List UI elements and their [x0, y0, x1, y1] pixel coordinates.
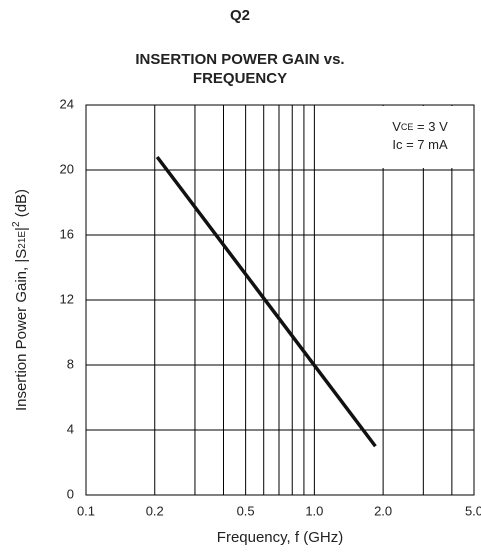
x-tick-label: 1.0 [305, 503, 323, 518]
annotation: Ic = 7 mA [392, 137, 448, 152]
chart-title: Q2 [230, 7, 250, 24]
plot-frame [85, 104, 475, 496]
x-tick-label: 2.0 [374, 503, 392, 518]
chart-title: FREQUENCY [193, 70, 287, 87]
y-label-part: Insertion Power Gain, |S [13, 249, 30, 411]
y-label-part: (dB) [13, 189, 30, 222]
x-axis-label: Frequency, f (GHz) [217, 529, 343, 546]
annotation-part: Ic = 7 mA [392, 137, 448, 152]
x-tick-label: 0.2 [146, 503, 164, 518]
chart-title: INSERTION POWER GAIN vs. [135, 51, 344, 68]
y-label-part: | [13, 227, 30, 231]
y-tick-label: 8 [67, 356, 74, 371]
x-tick-label: 5.0 [465, 503, 481, 518]
y-label-sub: 21E [17, 231, 28, 249]
x-tick-label: 0.1 [77, 503, 95, 518]
y-tick-label: 0 [67, 486, 74, 501]
y-tick-label: 12 [60, 291, 74, 306]
x-tick-label: 0.5 [237, 503, 255, 518]
annotation-box [382, 106, 473, 168]
y-tick-label: 4 [67, 421, 74, 436]
y-tick-label: 24 [60, 96, 74, 111]
y-label-sup: 2 [11, 221, 22, 227]
annotation-part: = 3 V [413, 119, 448, 134]
y-axis-label: Insertion Power Gain, |S21E|2 (dB) [11, 189, 30, 411]
y-tick-label: 20 [60, 161, 74, 176]
data-line [155, 155, 377, 448]
y-tick-label: 16 [60, 226, 74, 241]
annotation-part: V [392, 119, 401, 134]
annotation: VCE = 3 V [392, 119, 448, 134]
annotation-part: CE [401, 122, 414, 132]
